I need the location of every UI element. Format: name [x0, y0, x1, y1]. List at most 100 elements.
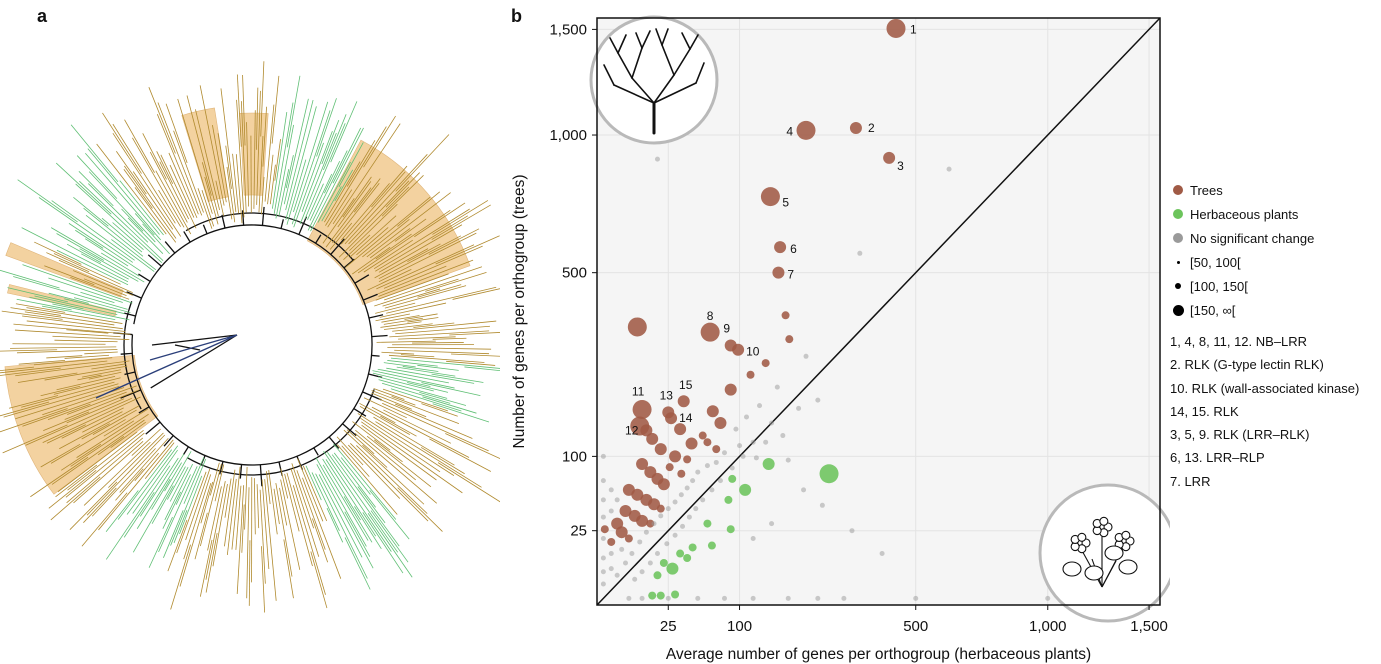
data-point: [774, 384, 780, 390]
tree-leaf: [26, 307, 123, 324]
tree-leaf: [55, 162, 112, 215]
tree-leaf: [375, 215, 469, 272]
tree-leaf: [373, 416, 455, 466]
point-label: 12: [625, 423, 639, 437]
tree-leaf: [224, 478, 232, 518]
tree-leaf: [275, 124, 294, 219]
backbone-branch: [182, 446, 189, 456]
clade-highlight: [5, 242, 124, 298]
data-point: [600, 497, 606, 503]
tree-leaf: [413, 322, 455, 328]
data-point: [636, 458, 649, 471]
tree-leaf: [200, 481, 214, 524]
data-point: [706, 405, 719, 418]
tree-leaf: [361, 421, 463, 494]
backbone-branch: [138, 406, 150, 414]
legend-size-medium: [100, 150[: [1170, 274, 1359, 298]
tree-leaf: [374, 248, 429, 279]
tree-leaf: [50, 419, 126, 464]
data-point: [803, 353, 809, 359]
tree-leaf: [119, 438, 169, 493]
tree-leaf: [83, 441, 151, 506]
tree-leaf: [0, 408, 68, 433]
tree-leaf: [341, 171, 406, 245]
tree-leaf: [167, 519, 188, 572]
tree-leaf: [285, 155, 294, 189]
tree-leaf: [124, 119, 155, 173]
data-point: [841, 595, 847, 601]
labeled-point: [883, 151, 896, 164]
tree-leaf: [199, 85, 225, 206]
tree-leaf: [58, 259, 133, 293]
tree-leaf: [316, 464, 374, 569]
data-point: [666, 562, 679, 575]
tree-leaf: [397, 191, 441, 227]
tree-leaf: [132, 171, 174, 230]
tree-leaf: [0, 367, 61, 376]
data-point: [746, 370, 755, 379]
data-point: [693, 506, 699, 512]
tree-leaf: [379, 302, 447, 318]
tree-leaf: [321, 119, 340, 165]
data-point: [608, 508, 614, 514]
y-tick-label: 25: [570, 523, 587, 540]
tree-leaf: [336, 436, 364, 466]
point-label: 14: [679, 411, 693, 425]
tree-leaf: [235, 485, 242, 550]
tree-leaf: [378, 398, 473, 439]
tree-leaf: [304, 123, 346, 220]
legend-size-medium-label: [100, 150[: [1190, 278, 1248, 294]
herb-leaf: [1084, 565, 1104, 581]
tree-leaf: [170, 458, 207, 546]
tree-leaf: [0, 360, 108, 374]
data-point: [619, 546, 625, 552]
tree-leaf: [151, 478, 171, 510]
tree-leaf: [375, 273, 449, 301]
tree-leaf: [134, 187, 177, 243]
data-point: [695, 595, 701, 601]
tree-leaf: [51, 419, 145, 485]
tree-leaf: [167, 466, 186, 500]
backbone-branch: [145, 421, 161, 435]
tree-leaf: [70, 277, 130, 300]
tree-leaf: [91, 448, 156, 517]
herb-flower: [1070, 532, 1091, 554]
data-point: [757, 403, 763, 409]
legend-size-small-label: [50, 100[: [1190, 254, 1241, 270]
tree-leaf: [144, 442, 175, 479]
tree-leaf: [305, 465, 322, 501]
data-point: [726, 525, 735, 534]
tree-leaf: [359, 405, 411, 436]
tree-leaf: [86, 434, 166, 516]
data-point: [637, 539, 643, 545]
tree-leaf: [156, 114, 199, 215]
labeled-point: [732, 343, 745, 356]
tree-leaf: [414, 202, 466, 238]
tree-leaf: [88, 183, 149, 243]
y-tick-label: 1,000: [549, 127, 587, 144]
tree-leaf: [84, 238, 129, 267]
tree-leaf: [285, 106, 317, 220]
tree-leaf: [156, 151, 174, 185]
tree-leaf: [183, 457, 205, 504]
tree-leaf: [375, 233, 412, 260]
x-tick-label: 100: [727, 618, 752, 635]
tree-leaf: [123, 169, 153, 209]
tree-leaf: [220, 88, 237, 213]
tree-leaf: [209, 462, 220, 496]
tree-leaf: [205, 533, 218, 593]
tree-leaf: [81, 253, 129, 280]
herb-petal: [1121, 530, 1131, 540]
tree-leaf: [136, 453, 185, 529]
tree-leaf: [274, 139, 281, 181]
tree-leaf: [38, 197, 133, 263]
tree-leaf: [275, 482, 293, 577]
tree-leaf: [310, 551, 328, 609]
tree-leaf: [419, 391, 467, 406]
tree-leaf: [185, 468, 211, 541]
tree-leaf: [46, 424, 86, 444]
tree-leaf: [115, 468, 144, 501]
tree-leaf: [34, 295, 118, 316]
tree-branch: [635, 32, 643, 49]
